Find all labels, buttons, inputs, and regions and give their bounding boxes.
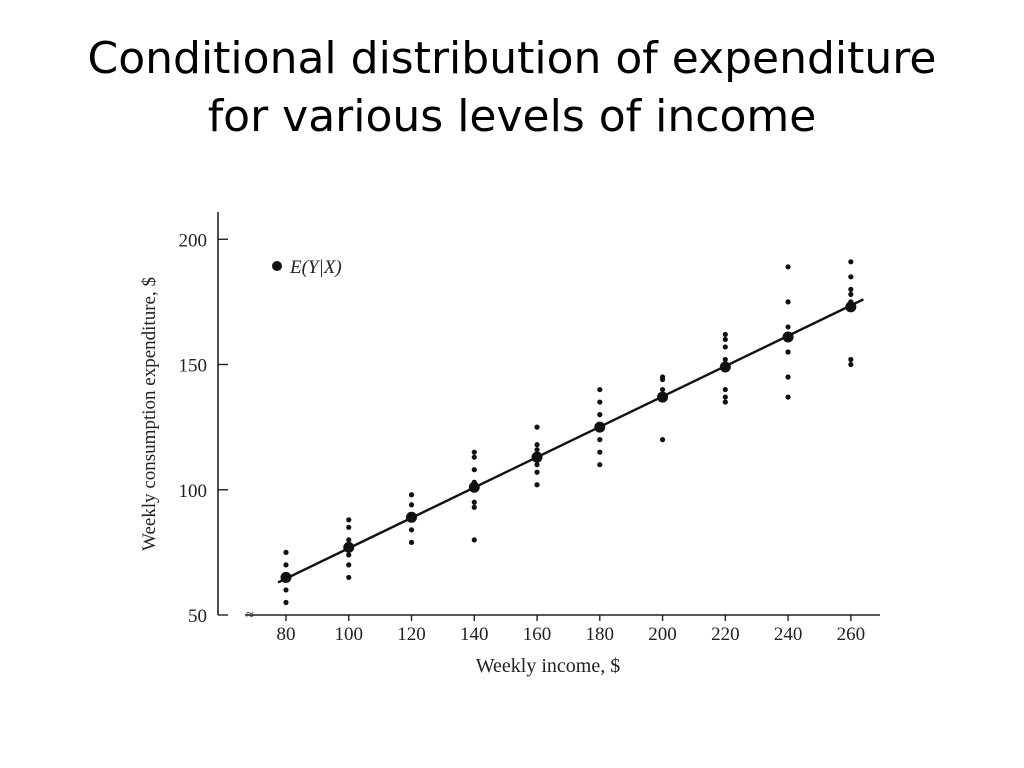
observation-point (848, 259, 854, 265)
observation-point (597, 437, 603, 443)
observation-point (848, 356, 854, 363)
observation-point (785, 264, 791, 270)
observation-point (408, 527, 415, 533)
observation-point (722, 336, 728, 343)
conditional-mean-point (531, 451, 543, 463)
x-tick-label: 140 (460, 624, 489, 645)
conditional-mean-point (719, 361, 731, 373)
observation-point (471, 454, 477, 460)
slide-title-line-2: for various levels of income (207, 91, 817, 142)
chart-ticks: 80 100 120 140 160 180 200 220 240 260 50 100 150 200 (179, 230, 866, 645)
observation-point (283, 587, 289, 593)
observation-point (722, 394, 728, 400)
observation-point (471, 467, 477, 473)
chart-axes: ≈ (217, 212, 880, 623)
observation-point (346, 552, 352, 558)
observation-point (408, 502, 415, 508)
observation-point (848, 286, 854, 292)
observation-point (659, 386, 666, 393)
conditional-mean-points (280, 301, 857, 583)
observation-point (471, 504, 477, 510)
x-axis-label: Weekly income, $ (476, 655, 620, 677)
x-tick-label: 200 (648, 624, 677, 645)
conditional-mean-point (845, 301, 857, 313)
x-tick-label: 120 (397, 624, 426, 645)
observation-point (722, 386, 728, 393)
observation-point (785, 299, 791, 305)
y-tick-label: 150 (179, 356, 208, 377)
observation-point (848, 361, 854, 368)
observation-point (346, 574, 352, 581)
observation-point (659, 374, 666, 380)
observation-point (597, 412, 603, 418)
observation-point (408, 539, 415, 545)
observation-point (534, 424, 540, 430)
observation-point (722, 399, 728, 405)
y-tick-label: 50 (188, 606, 207, 627)
observation-point (597, 386, 603, 393)
observation-point (471, 537, 477, 543)
observation-point (722, 331, 728, 338)
conditional-mean-point (657, 391, 669, 403)
observation-point (534, 442, 540, 448)
chart-legend: E(Y|X) (272, 257, 342, 278)
conditional-mean-point (594, 421, 606, 433)
observation-point (848, 291, 854, 297)
x-tick-label: 160 (523, 624, 552, 645)
observation-point (346, 524, 352, 530)
observation-point (534, 469, 540, 475)
observation-point (408, 492, 415, 498)
x-tick-label: 260 (837, 624, 866, 645)
y-tick-label: 200 (179, 230, 208, 251)
conditional-mean-point (782, 331, 794, 343)
observation-point (534, 447, 540, 453)
observation-point (283, 599, 289, 606)
conditional-mean-point (406, 511, 418, 523)
x-tick-label: 220 (711, 624, 740, 645)
observation-point (722, 344, 728, 350)
observation-point (848, 274, 854, 280)
observation-point (597, 399, 603, 405)
axis-break-mark: ≈ (246, 608, 254, 623)
x-tick-label: 100 (335, 624, 364, 645)
slide-title: Conditional distribution of expenditure … (0, 30, 1024, 146)
observation-point (597, 462, 603, 468)
observation-point (471, 499, 477, 505)
observation-point (722, 356, 728, 363)
legend-marker (272, 261, 282, 271)
observation-point (346, 517, 352, 523)
observation-point (785, 349, 791, 355)
observation-point (471, 449, 477, 455)
legend-label: E(Y|X) (289, 257, 342, 278)
x-tick-label: 180 (586, 624, 615, 645)
x-tick-label: 240 (774, 624, 803, 645)
conditional-mean-point (280, 571, 292, 583)
observation-point (597, 449, 603, 455)
observation-point (283, 549, 289, 555)
conditional-mean-point (468, 481, 480, 493)
observation-point (283, 562, 289, 568)
observation-point (346, 562, 352, 568)
y-tick-label: 100 (179, 481, 208, 502)
observation-point (346, 537, 352, 543)
slide-title-line-1: Conditional distribution of expenditure (87, 33, 937, 84)
observation-points (283, 259, 854, 606)
regression-line-group (277, 298, 864, 584)
observation-point (659, 437, 666, 443)
observation-point (534, 482, 540, 488)
conditional-mean-point (343, 541, 355, 553)
observation-point (785, 324, 791, 330)
observation-point (785, 374, 791, 380)
x-tick-label: 80 (277, 624, 296, 645)
observation-point (534, 462, 540, 468)
observation-point (785, 394, 791, 400)
regression-line (277, 298, 864, 584)
y-axis-label: Weekly consumption expenditure, $ (139, 277, 160, 551)
